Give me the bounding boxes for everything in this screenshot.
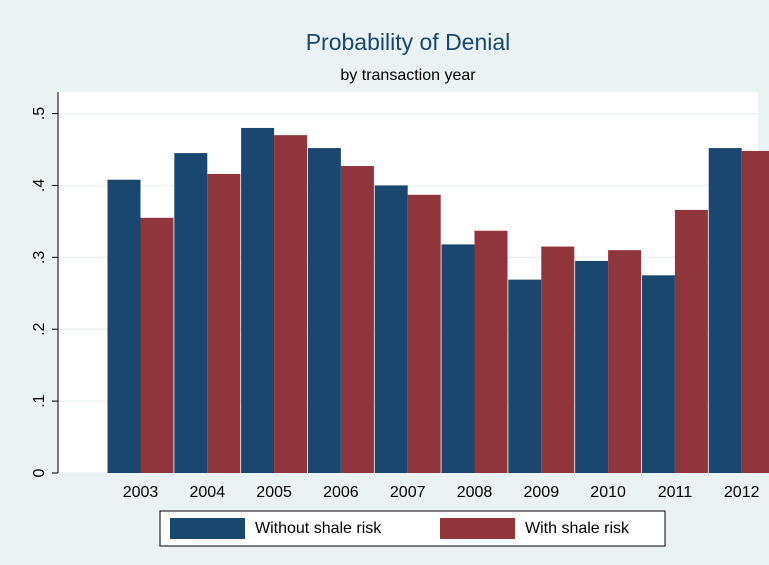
bar (474, 230, 508, 473)
y-tick-label: .5 (31, 107, 48, 120)
bar (508, 279, 542, 473)
bar (140, 217, 174, 473)
bar (407, 194, 441, 474)
bar (207, 173, 241, 474)
bar (708, 148, 742, 473)
bar (374, 185, 408, 474)
bar (608, 250, 642, 473)
bar (674, 209, 708, 473)
y-tick-label: .3 (31, 251, 48, 264)
x-tick-label: 2006 (323, 484, 359, 501)
x-tick-label: 2009 (524, 484, 560, 501)
x-tick-label: 2008 (457, 484, 493, 501)
x-tick-label: 2012 (724, 484, 760, 501)
x-tick-label: 2010 (590, 484, 626, 501)
chart-subtitle: by transaction year (340, 67, 476, 84)
bar (307, 148, 341, 473)
y-tick-label: .1 (31, 394, 48, 407)
y-tick-label: 0 (31, 468, 48, 477)
y-tick-label: .4 (31, 179, 48, 192)
bar (641, 275, 675, 473)
chart-title: Probability of Denial (306, 29, 511, 55)
legend-label: Without shale risk (255, 520, 382, 537)
bar (107, 179, 141, 473)
bar (575, 260, 609, 473)
legend-swatch (440, 518, 515, 539)
bar (541, 246, 575, 473)
bar (241, 127, 275, 474)
y-tick-label: .2 (31, 322, 48, 335)
bar (741, 150, 769, 473)
x-tick-label: 2005 (256, 484, 292, 501)
x-tick-label: 2011 (658, 484, 693, 501)
x-tick-label: 2003 (123, 484, 159, 501)
x-tick-label: 2007 (390, 484, 426, 501)
bar (340, 166, 374, 473)
bar (441, 244, 475, 473)
legend-label: With shale risk (525, 520, 630, 537)
bar (174, 153, 208, 474)
legend-swatch (170, 518, 245, 539)
bar (274, 135, 308, 473)
x-tick-label: 2004 (190, 484, 226, 501)
